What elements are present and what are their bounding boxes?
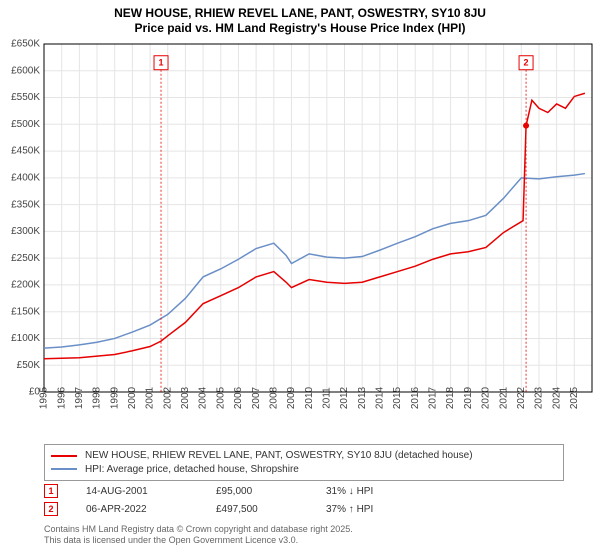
ytick-label: £550K (11, 92, 40, 103)
event-delta: 37% ↑ HPI (326, 504, 373, 515)
xtick-label: 1998 (92, 386, 103, 409)
xtick-label: 2007 (251, 386, 262, 409)
chart-area: £0£50K£100K£150K£200K£250K£300K£350K£400… (0, 38, 600, 438)
ytick-label: £250K (11, 253, 40, 264)
ytick-label: £400K (11, 172, 40, 183)
xtick-label: 2013 (357, 386, 368, 409)
title-line-1: NEW HOUSE, RHIEW REVEL LANE, PANT, OSWES… (0, 6, 600, 21)
xtick-label: 2020 (481, 386, 492, 409)
xtick-label: 1996 (56, 386, 67, 409)
ytick-label: £600K (11, 65, 40, 76)
page-root: NEW HOUSE, RHIEW REVEL LANE, PANT, OSWES… (0, 0, 600, 560)
event-price: £95,000 (216, 486, 326, 497)
chart-svg: £0£50K£100K£150K£200K£250K£300K£350K£400… (0, 38, 600, 438)
xtick-label: 1997 (74, 386, 85, 409)
xtick-label: 2003 (180, 386, 191, 409)
event-row: 1 14-AUG-2001£95,00031% ↓ HPI (44, 484, 564, 498)
xtick-label: 2005 (215, 386, 226, 409)
xtick-label: 2015 (392, 386, 403, 409)
title-line-2: Price paid vs. HM Land Registry's House … (0, 21, 600, 36)
ytick-label: £150K (11, 306, 40, 317)
ytick-label: £50K (17, 360, 41, 371)
legend-swatch (51, 468, 77, 470)
xtick-label: 2010 (304, 386, 315, 409)
xtick-label: 2009 (286, 386, 297, 409)
xtick-label: 2019 (463, 386, 474, 409)
event-rows: 1 14-AUG-2001£95,00031% ↓ HPI 2 06-APR-2022… (44, 484, 564, 520)
ytick-label: £350K (11, 199, 40, 210)
title-area: NEW HOUSE, RHIEW REVEL LANE, PANT, OSWES… (0, 0, 600, 36)
ytick-label: £100K (11, 333, 40, 344)
event-price: £497,500 (216, 504, 326, 515)
xtick-label: 2023 (534, 386, 545, 409)
xtick-label: 2017 (428, 386, 439, 409)
legend-swatch (51, 455, 77, 457)
xtick-label: 2002 (162, 386, 173, 409)
footer-line-2: This data is licensed under the Open Gov… (44, 535, 564, 546)
xtick-label: 2021 (498, 386, 509, 409)
ytick-label: £200K (11, 280, 40, 291)
xtick-label: 2006 (233, 386, 244, 409)
event-delta: 31% ↓ HPI (326, 486, 373, 497)
ytick-label: £500K (11, 119, 40, 130)
footer: Contains HM Land Registry data © Crown c… (44, 524, 564, 547)
legend-label: NEW HOUSE, RHIEW REVEL LANE, PANT, OSWES… (85, 449, 473, 463)
xtick-label: 2024 (551, 386, 562, 409)
event-date: 06-APR-2022 (86, 504, 216, 515)
event-number: 1 (44, 484, 58, 498)
legend-row: NEW HOUSE, RHIEW REVEL LANE, PANT, OSWES… (51, 449, 557, 463)
event-row: 2 06-APR-2022£497,50037% ↑ HPI (44, 502, 564, 516)
xtick-label: 2014 (375, 386, 386, 409)
xtick-label: 2000 (127, 386, 138, 409)
xtick-label: 2016 (410, 386, 421, 409)
xtick-label: 2018 (445, 386, 456, 409)
plot-border (44, 44, 592, 392)
xtick-label: 2008 (268, 386, 279, 409)
event-number: 2 (44, 502, 58, 516)
ytick-label: £650K (11, 39, 40, 50)
xtick-label: 2001 (145, 386, 156, 409)
xtick-label: 2004 (198, 386, 209, 409)
ytick-label: £300K (11, 226, 40, 237)
legend: NEW HOUSE, RHIEW REVEL LANE, PANT, OSWES… (44, 444, 564, 481)
ytick-label: £450K (11, 146, 40, 157)
marker-number: 2 (524, 58, 529, 68)
xtick-label: 2022 (516, 386, 527, 409)
xtick-label: 2011 (321, 387, 332, 409)
legend-label: HPI: Average price, detached house, Shro… (85, 463, 299, 477)
footer-line-1: Contains HM Land Registry data © Crown c… (44, 524, 564, 535)
xtick-label: 1999 (109, 386, 120, 409)
marker-number: 1 (159, 58, 164, 68)
legend-row: HPI: Average price, detached house, Shro… (51, 463, 557, 477)
xtick-label: 2012 (339, 386, 350, 409)
event-date: 14-AUG-2001 (86, 486, 216, 497)
xtick-label: 2025 (569, 386, 580, 409)
